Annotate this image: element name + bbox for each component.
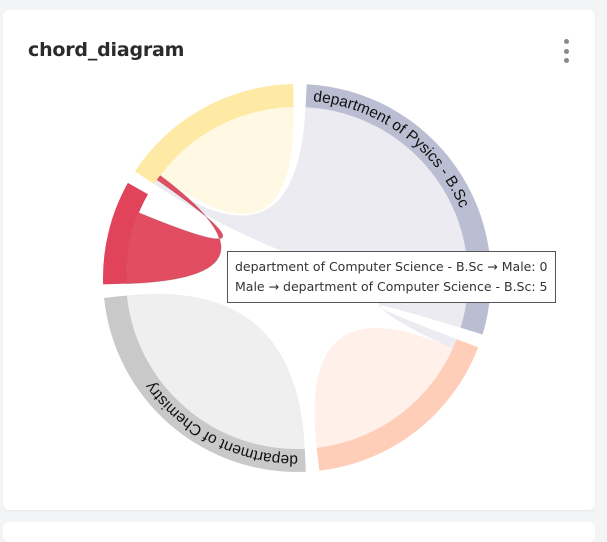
group-arc[interactable]: [103, 182, 148, 285]
kebab-menu-icon[interactable]: [559, 39, 573, 63]
chord-ribbon[interactable]: [160, 107, 294, 214]
group-arc[interactable]: [104, 295, 306, 472]
tooltip-line: department of Computer Science - B.Sc → …: [235, 259, 548, 274]
chord-tooltip: department of Computer Science - B.Sc → …: [227, 251, 556, 303]
group-arc[interactable]: [316, 339, 479, 471]
chord-ribbon[interactable]: [377, 293, 467, 349]
card-title: chord_diagram: [28, 39, 185, 61]
tooltip-line: Male → department of Computer Science - …: [235, 279, 548, 294]
chord-ribbon[interactable]: [314, 327, 453, 448]
chord-ribbon[interactable]: [154, 107, 469, 298]
chord-ribbon[interactable]: [126, 293, 305, 449]
group-arc[interactable]: [305, 84, 491, 335]
group-arc[interactable]: [134, 84, 294, 184]
